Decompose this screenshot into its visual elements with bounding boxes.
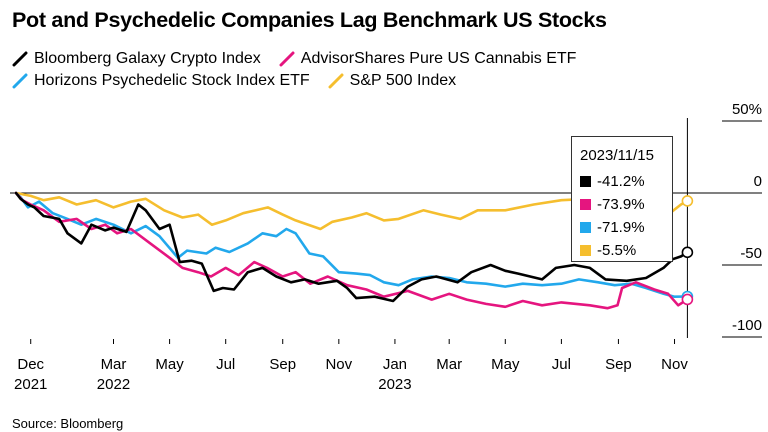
cursor-marker-2 <box>681 293 694 306</box>
legend-label-sp500: S&P 500 Index <box>349 72 457 89</box>
legend-swatch-sp500 <box>328 73 344 89</box>
tooltip-row-psychedelic: -71.9% <box>580 219 645 236</box>
x-tick-label: Nov <box>661 356 688 373</box>
x-tick-year-label: 2023 <box>378 376 411 393</box>
legend-label-psychedelic: Horizons Psychedelic Stock Index ETF <box>34 72 310 89</box>
legend-swatch-cannabis <box>279 51 295 67</box>
x-tick-year-label: 2022 <box>97 376 130 393</box>
tooltip-swatch-cannabis <box>580 199 591 210</box>
tooltip-row-crypto: -41.2% <box>580 173 645 190</box>
x-tick-label: Mar <box>101 356 127 373</box>
source-note: Source: Bloomberg <box>12 416 124 431</box>
y-tick-label: -100 <box>732 317 762 334</box>
legend-swatch-crypto <box>12 51 28 67</box>
x-tick-label: Jul <box>552 356 571 373</box>
y-tick-label: -50 <box>740 245 762 262</box>
chart-legend: Bloomberg Galaxy Crypto Index AdvisorSha… <box>12 48 712 92</box>
tooltip-value-psychedelic: -71.9% <box>597 219 645 236</box>
y-tick-label: 0 <box>754 173 762 190</box>
x-tick-label: Sep <box>269 356 296 373</box>
series-line-2 <box>14 191 689 310</box>
cursor-marker-3 <box>681 246 694 259</box>
tooltip-row-cannabis: -73.9% <box>580 196 645 213</box>
x-tick-label: Dec <box>17 356 44 373</box>
legend-item-crypto: Bloomberg Galaxy Crypto Index <box>12 50 261 68</box>
tooltip-value-crypto: -41.2% <box>597 173 645 190</box>
chart-title: Pot and Psychedelic Companies Lag Benchm… <box>12 8 607 32</box>
hover-tooltip: 2023/11/15 -41.2% -73.9% -71.9% -5.5% <box>571 136 673 262</box>
tooltip-swatch-psychedelic <box>580 222 591 233</box>
x-tick-label: Jul <box>216 356 235 373</box>
legend-item-cannabis: AdvisorShares Pure US Cannabis ETF <box>279 50 577 68</box>
y-tick-label: 50% <box>732 101 762 118</box>
legend-label-cannabis: AdvisorShares Pure US Cannabis ETF <box>300 50 577 67</box>
tooltip-value-cannabis: -73.9% <box>597 196 645 213</box>
x-tick-label: May <box>155 356 184 373</box>
x-tick-label: Jan <box>383 356 407 373</box>
legend-row-2: Horizons Psychedelic Stock Index ETF S&P… <box>12 70 712 92</box>
x-tick-label: Sep <box>605 356 632 373</box>
x-tick-label: Mar <box>436 356 462 373</box>
legend-item-psychedelic: Horizons Psychedelic Stock Index ETF <box>12 72 310 90</box>
legend-item-sp500: S&P 500 Index <box>328 72 456 90</box>
legend-label-crypto: Bloomberg Galaxy Crypto Index <box>34 50 261 67</box>
tooltip-date: 2023/11/15 <box>580 147 654 164</box>
x-tick-year-label: 2021 <box>14 376 47 393</box>
series-line-3 <box>14 191 689 303</box>
x-tick-label: May <box>491 356 520 373</box>
x-tick-label: Nov <box>325 356 352 373</box>
tooltip-swatch-crypto <box>580 176 591 187</box>
tooltip-row-sp500: -5.5% <box>580 242 636 259</box>
legend-row-1: Bloomberg Galaxy Crypto Index AdvisorSha… <box>12 48 712 70</box>
legend-swatch-psychedelic <box>12 73 28 89</box>
tooltip-swatch-sp500 <box>580 245 591 256</box>
tooltip-value-sp500: -5.5% <box>597 242 637 259</box>
cursor-marker-0 <box>681 195 694 207</box>
series-line-1 <box>14 191 689 298</box>
